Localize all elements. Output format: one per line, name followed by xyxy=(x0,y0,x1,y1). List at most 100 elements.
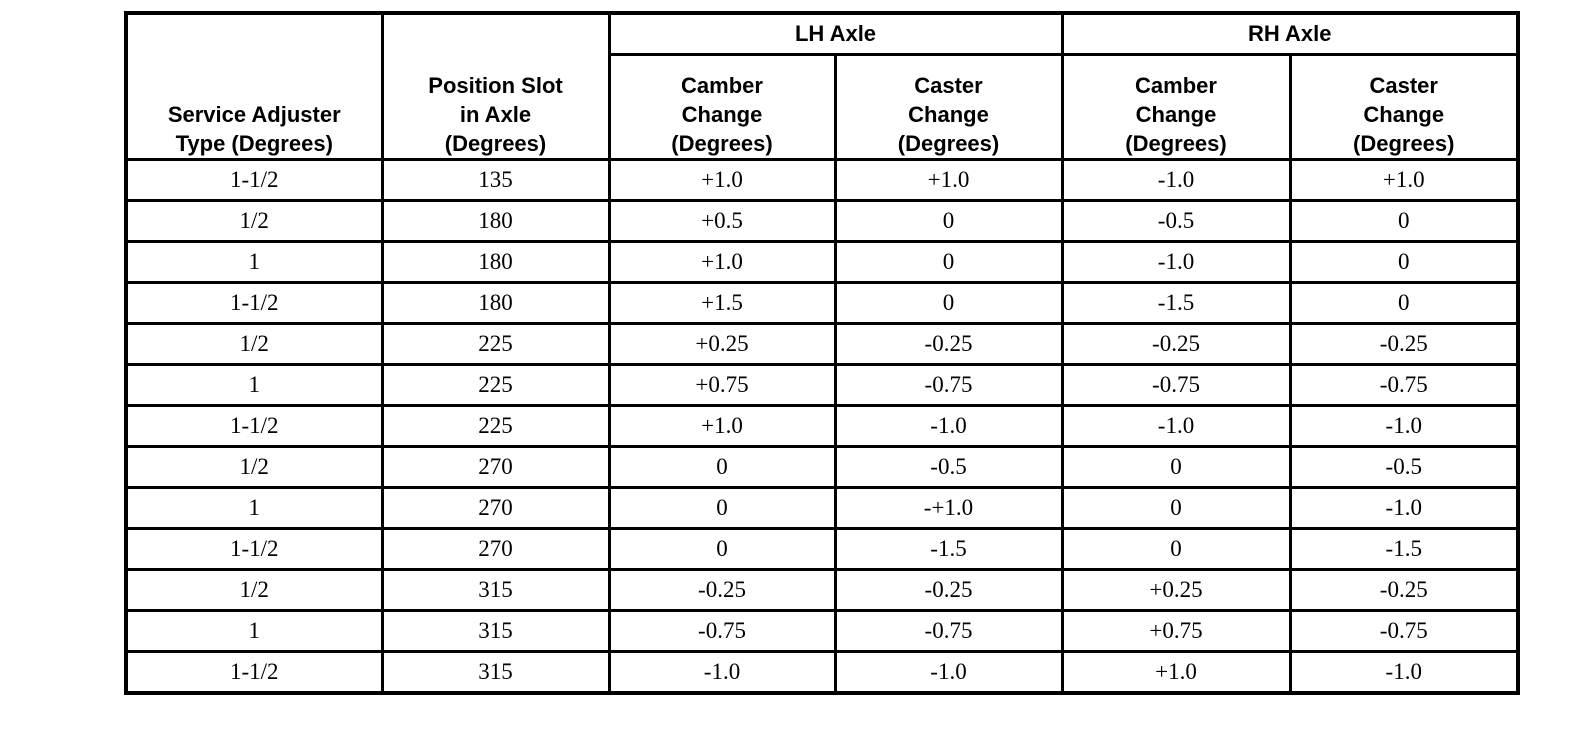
table-cell: -0.75 xyxy=(607,609,837,653)
table-row: 1-1/2 180 +1.5 0 -1.5 0 xyxy=(124,281,1520,325)
header-lh-caster-change: Caster Change (Degrees) xyxy=(833,53,1064,161)
group-header-row: Service Adjuster Type (Degrees) Position… xyxy=(124,11,1520,161)
table-cell: +0.25 xyxy=(607,322,837,366)
table-cell: 0 xyxy=(833,199,1064,243)
table-cell: -1.0 xyxy=(1060,158,1292,202)
table-row: 1/2 225 +0.25 -0.25 -0.25 -0.25 xyxy=(124,322,1520,366)
table-cell: 1/2 xyxy=(124,322,384,366)
table-cell: 0 xyxy=(833,281,1064,325)
table-cell: +1.0 xyxy=(607,240,837,284)
table-row: 1 270 0 -+1.0 0 -1.0 xyxy=(124,486,1520,530)
table-row: 1/2 180 +0.5 0 -0.5 0 xyxy=(124,199,1520,243)
table-cell: 1/2 xyxy=(124,568,384,612)
table-cell: +1.0 xyxy=(607,158,837,202)
table-row: 1-1/2 315 -1.0 -1.0 +1.0 -1.0 xyxy=(124,650,1520,694)
header-service-adjuster-type: Service Adjuster Type (Degrees) xyxy=(124,11,384,161)
table-row: 1/2 270 0 -0.5 0 -0.5 xyxy=(124,445,1520,489)
header-rh-camber-change: Camber Change (Degrees) xyxy=(1060,53,1292,161)
table-cell: 180 xyxy=(380,199,611,243)
table-cell: 315 xyxy=(380,650,611,694)
table-cell: -0.75 xyxy=(1288,609,1520,653)
table-cell: 1-1/2 xyxy=(124,527,384,571)
table-cell: 180 xyxy=(380,240,611,284)
table-cell: 180 xyxy=(380,281,611,325)
table-cell: -0.25 xyxy=(833,568,1064,612)
header-rh-caster-change: Caster Change (Degrees) xyxy=(1288,53,1520,161)
table-cell: -1.0 xyxy=(1288,650,1520,694)
table-cell: -+1.0 xyxy=(833,486,1064,530)
header-lh-axle: LH Axle xyxy=(607,11,1064,56)
table-cell: 225 xyxy=(380,322,611,366)
table-row: 1 180 +1.0 0 -1.0 0 xyxy=(124,240,1520,284)
table-cell: -1.0 xyxy=(1288,486,1520,530)
table-cell: -0.5 xyxy=(1288,445,1520,489)
table-cell: -0.25 xyxy=(833,322,1064,366)
table-cell: -0.75 xyxy=(833,609,1064,653)
table-cell: 1/2 xyxy=(124,445,384,489)
table-row: 1-1/2 135 +1.0 +1.0 -1.0 +1.0 xyxy=(124,158,1520,202)
table-cell: 1/2 xyxy=(124,199,384,243)
table-cell: -1.0 xyxy=(1060,404,1292,448)
table-cell: 0 xyxy=(1060,527,1292,571)
table-cell: 0 xyxy=(833,240,1064,284)
table-row: 1-1/2 225 +1.0 -1.0 -1.0 -1.0 xyxy=(124,404,1520,448)
table-cell: 225 xyxy=(380,404,611,448)
table-cell: 1 xyxy=(124,240,384,284)
table-cell: 1 xyxy=(124,486,384,530)
table-cell: +1.0 xyxy=(607,404,837,448)
table-cell: +0.75 xyxy=(1060,609,1292,653)
table-row: 1 225 +0.75 -0.75 -0.75 -0.75 xyxy=(124,363,1520,407)
table-cell: -0.25 xyxy=(1060,322,1292,366)
header-rh-axle: RH Axle xyxy=(1060,11,1520,56)
table-row: 1/2 315 -0.25 -0.25 +0.25 -0.25 xyxy=(124,568,1520,612)
table-cell: 1 xyxy=(124,609,384,653)
table-cell: 1-1/2 xyxy=(124,281,384,325)
axle-adjustment-table-container: Service Adjuster Type (Degrees) Position… xyxy=(124,11,1520,695)
table-cell: 0 xyxy=(1060,486,1292,530)
table-cell: 0 xyxy=(1288,281,1520,325)
table-cell: -0.5 xyxy=(1060,199,1292,243)
table-cell: +0.75 xyxy=(607,363,837,407)
table-cell: 0 xyxy=(1288,240,1520,284)
table-row: 1-1/2 270 0 -1.5 0 -1.5 xyxy=(124,527,1520,571)
table-cell: 1 xyxy=(124,363,384,407)
table-cell: 225 xyxy=(380,363,611,407)
table-cell: -1.0 xyxy=(833,404,1064,448)
table-cell: +1.5 xyxy=(607,281,837,325)
table-cell: -1.5 xyxy=(1288,527,1520,571)
header-position-slot: Position Slot in Axle (Degrees) xyxy=(380,11,611,161)
table-cell: 1-1/2 xyxy=(124,158,384,202)
table-cell: -0.5 xyxy=(833,445,1064,489)
table-cell: 315 xyxy=(380,609,611,653)
table-cell: 0 xyxy=(607,527,837,571)
table-cell: -1.0 xyxy=(1288,404,1520,448)
table-cell: -1.0 xyxy=(1060,240,1292,284)
table-row: 1 315 -0.75 -0.75 +0.75 -0.75 xyxy=(124,609,1520,653)
table-cell: -1.5 xyxy=(833,527,1064,571)
table-cell: -1.0 xyxy=(833,650,1064,694)
table-cell: +1.0 xyxy=(1288,158,1520,202)
table-cell: -1.0 xyxy=(607,650,837,694)
table-cell: +1.0 xyxy=(833,158,1064,202)
table-cell: 0 xyxy=(1060,445,1292,489)
table-cell: 270 xyxy=(380,527,611,571)
axle-adjustment-table: Service Adjuster Type (Degrees) Position… xyxy=(124,11,1520,695)
table-cell: 0 xyxy=(607,486,837,530)
table-cell: 270 xyxy=(380,445,611,489)
table-cell: -0.75 xyxy=(1060,363,1292,407)
table-cell: -1.5 xyxy=(1060,281,1292,325)
table-cell: 1-1/2 xyxy=(124,650,384,694)
header-lh-camber-change: Camber Change (Degrees) xyxy=(607,53,837,161)
sub-header-row: Camber Change (Degrees) Caster Change (D… xyxy=(126,53,1520,161)
table-cell: -0.25 xyxy=(607,568,837,612)
table-cell: 0 xyxy=(607,445,837,489)
table-cell: -0.75 xyxy=(1288,363,1520,407)
table-cell: 0 xyxy=(1288,199,1520,243)
table-cell: +0.25 xyxy=(1060,568,1292,612)
table-cell: 315 xyxy=(380,568,611,612)
table-cell: 270 xyxy=(380,486,611,530)
table-cell: -0.25 xyxy=(1288,568,1520,612)
table-cell: 1-1/2 xyxy=(124,404,384,448)
table-cell: -0.75 xyxy=(833,363,1064,407)
